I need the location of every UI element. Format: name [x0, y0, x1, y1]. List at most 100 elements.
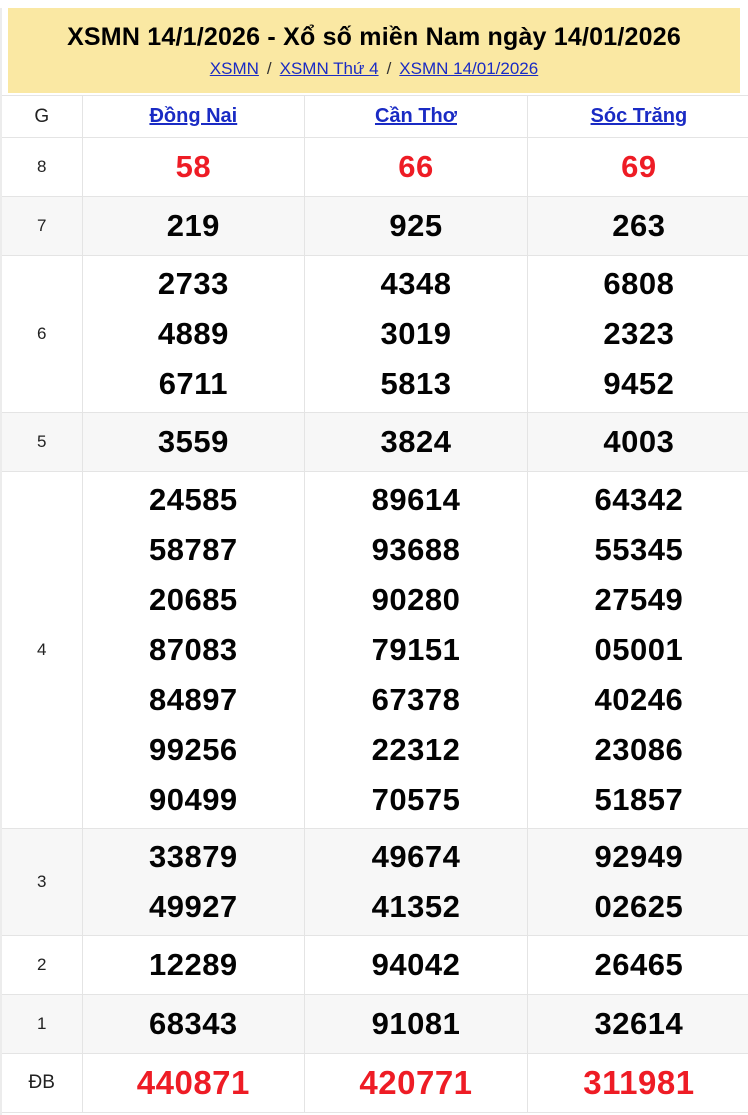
prize-group-label: ĐB — [2, 1053, 83, 1113]
prize-group-label: 3 — [2, 828, 83, 936]
prize-number: 5813 — [380, 366, 452, 401]
prize-group-label: 1 — [2, 994, 83, 1054]
table-row: 2 12289 94042 26465 — [2, 935, 748, 995]
prize-cell: 4003 — [527, 412, 748, 472]
prize-cell: 89614 93688 90280 79151 67378 22312 70575 — [304, 471, 528, 829]
table-row: 7 219 925 263 — [2, 196, 748, 256]
prize-number: 66 — [398, 149, 434, 184]
prize-number: 3019 — [380, 316, 452, 351]
prize-number: 925 — [389, 208, 443, 243]
prize-cell: 69 — [527, 137, 748, 197]
prize-group-label: 5 — [2, 412, 83, 472]
prize-number: 12289 — [148, 947, 238, 982]
prize-group-label: 7 — [2, 196, 83, 256]
prize-column-header: G — [2, 95, 83, 138]
lottery-results-page: XSMN 14/1/2026 - Xổ số miền Nam ngày 14/… — [0, 8, 748, 1115]
prize-number: 22312 — [371, 732, 461, 767]
prize-cell: 58 — [82, 137, 306, 197]
prize-cell: 3559 — [82, 412, 306, 472]
prize-number: 84897 — [148, 682, 238, 717]
prize-cell: 49674 41352 — [304, 828, 528, 936]
prize-number: 49674 — [371, 839, 461, 874]
prize-number: 40246 — [594, 682, 684, 717]
prize-number: 91081 — [371, 1006, 461, 1041]
table-row: 3 33879 49927 49674 41352 92949 02625 — [2, 828, 748, 936]
prize-number: 26465 — [594, 947, 684, 982]
prize-number: 24585 — [148, 482, 238, 517]
prize-cell: 66 — [304, 137, 528, 197]
prize-number: 69 — [621, 149, 657, 184]
prize-cell: 24585 58787 20685 87083 84897 99256 90499 — [82, 471, 306, 829]
prize-number: 4348 — [380, 266, 452, 301]
province-link-soc-trang[interactable]: Sóc Trăng — [590, 105, 688, 127]
prize-cell: 420771 — [304, 1053, 528, 1113]
prize-number: 9452 — [603, 366, 675, 401]
prize-cell: 12289 — [82, 935, 306, 995]
prize-number: 70575 — [371, 782, 461, 817]
prize-number: 311981 — [583, 1064, 695, 1101]
prize-number: 02625 — [594, 889, 684, 924]
prize-cell: 4348 3019 5813 — [304, 255, 528, 413]
prize-number: 87083 — [148, 632, 238, 667]
prize-number: 89614 — [371, 482, 461, 517]
prize-number: 4003 — [603, 424, 675, 459]
table-header-row: G Đồng Nai Cần Thơ Sóc Trăng — [2, 95, 748, 138]
prize-number: 93688 — [371, 532, 461, 567]
prize-number: 64342 — [594, 482, 684, 517]
prize-number: 68343 — [148, 1006, 238, 1041]
prize-number: 05001 — [594, 632, 684, 667]
prize-cell: 32614 — [527, 994, 748, 1054]
prize-number: 6808 — [603, 266, 675, 301]
prize-number: 2733 — [157, 266, 229, 301]
prize-number: 58787 — [148, 532, 238, 567]
province-link-can-tho[interactable]: Cần Thơ — [374, 105, 457, 127]
prize-cell: 440871 — [82, 1053, 306, 1113]
prize-number: 49927 — [148, 889, 238, 924]
table-row: 6 2733 4889 6711 4348 3019 5813 6808 2323 9452 — [2, 255, 748, 413]
prize-number: 55345 — [594, 532, 684, 567]
prize-number: 6711 — [158, 366, 228, 401]
table-row: 4 24585 58787 20685 87083 84897 99256 90499 89… — [2, 471, 748, 829]
results-table: G Đồng Nai Cần Thơ Sóc Trăng 8 58 66 69 … — [2, 95, 748, 1113]
prize-group-label: 6 — [2, 255, 83, 413]
prize-cell: 2733 4889 6711 — [82, 255, 306, 413]
prize-group-label: 4 — [2, 471, 83, 829]
prize-number: 440871 — [136, 1064, 250, 1101]
prize-cell: 68343 — [82, 994, 306, 1054]
breadcrumb-separator: / — [266, 58, 272, 78]
breadcrumb-link-date[interactable]: XSMN 14/01/2026 — [399, 58, 539, 78]
prize-cell: 94042 — [304, 935, 528, 995]
prize-number: 27549 — [594, 582, 684, 617]
title-banner: XSMN 14/1/2026 - Xổ số miền Nam ngày 14/… — [8, 8, 740, 93]
table-row: 8 58 66 69 — [2, 137, 748, 197]
province-link-dong-nai[interactable]: Đồng Nai — [149, 105, 238, 127]
prize-group-label: 8 — [2, 137, 83, 197]
table-row: 1 68343 91081 32614 — [2, 994, 748, 1054]
prize-number: 51857 — [594, 782, 684, 817]
breadcrumb-link-xsmn[interactable]: XSMN — [209, 58, 259, 78]
prize-number: 263 — [612, 208, 666, 243]
prize-number: 4889 — [157, 316, 229, 351]
prize-cell: 64342 55345 27549 05001 40246 23086 51857 — [527, 471, 748, 829]
prize-number: 420771 — [359, 1064, 473, 1101]
prize-cell: 26465 — [527, 935, 748, 995]
prize-number: 33879 — [148, 839, 238, 874]
prize-cell: 6808 2323 9452 — [527, 255, 748, 413]
prize-cell: 3824 — [304, 412, 528, 472]
prize-cell: 311981 — [527, 1053, 748, 1113]
prize-number: 2323 — [603, 316, 675, 351]
prize-number: 3559 — [157, 424, 229, 459]
prize-group-label: 2 — [2, 935, 83, 995]
prize-cell: 92949 02625 — [527, 828, 748, 936]
prize-number: 67378 — [371, 682, 461, 717]
prize-cell: 91081 — [304, 994, 528, 1054]
prize-number: 90280 — [371, 582, 461, 617]
prize-number: 58 — [175, 149, 212, 184]
prize-number: 23086 — [594, 732, 684, 767]
prize-number: 20685 — [148, 582, 238, 617]
breadcrumb-link-weekday[interactable]: XSMN Thứ 4 — [279, 58, 379, 78]
prize-cell: 219 — [82, 196, 306, 256]
prize-number: 92949 — [594, 839, 684, 874]
prize-number: 99256 — [148, 732, 238, 767]
breadcrumb-separator: / — [386, 58, 392, 78]
